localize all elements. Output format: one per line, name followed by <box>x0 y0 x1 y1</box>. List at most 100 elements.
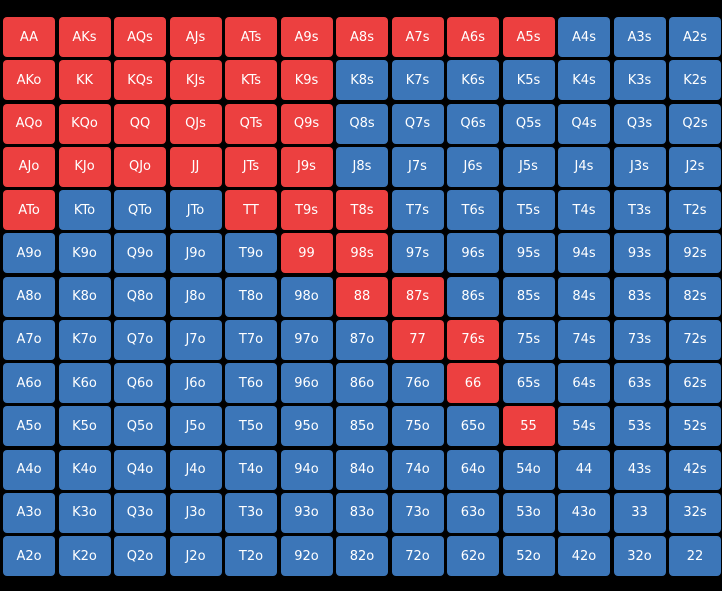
hand-cell[interactable]: 73s <box>613 319 666 360</box>
hand-cell[interactable]: JJ <box>169 146 222 187</box>
hand-cell[interactable]: 99 <box>280 233 333 274</box>
hand-cell[interactable]: Q8o <box>114 276 166 317</box>
hand-cell[interactable]: T6o <box>225 363 277 403</box>
hand-cell[interactable]: AQs <box>114 17 166 57</box>
hand-cell[interactable]: J9s <box>280 146 333 187</box>
hand-cell[interactable]: J3s <box>613 146 666 187</box>
hand-cell[interactable]: K2o <box>58 536 111 576</box>
hand-cell[interactable]: 63o <box>447 492 499 533</box>
hand-cell[interactable]: 65o <box>447 406 499 447</box>
hand-cell[interactable]: KTo <box>58 190 111 230</box>
hand-cell[interactable]: T2s <box>669 190 721 230</box>
hand-cell[interactable]: T3o <box>225 492 277 533</box>
hand-cell[interactable]: 72o <box>391 536 444 576</box>
hand-cell[interactable]: 94s <box>558 233 610 274</box>
hand-cell[interactable]: KJo <box>58 146 111 187</box>
hand-cell[interactable]: 95s <box>502 233 555 274</box>
hand-cell[interactable]: Q7s <box>391 103 444 144</box>
hand-cell[interactable]: Q6o <box>114 363 166 403</box>
hand-cell[interactable]: K7o <box>58 319 111 360</box>
hand-cell[interactable]: A6o <box>3 363 55 403</box>
hand-cell[interactable]: 85s <box>502 276 555 317</box>
hand-cell[interactable]: 96o <box>280 363 333 403</box>
hand-cell[interactable]: 94o <box>280 449 333 490</box>
hand-cell[interactable]: 75o <box>391 406 444 447</box>
hand-cell[interactable]: AJs <box>169 17 222 57</box>
hand-cell[interactable]: 53s <box>613 406 666 447</box>
hand-cell[interactable]: AKo <box>3 60 55 101</box>
hand-cell[interactable]: KJs <box>169 60 222 101</box>
hand-cell[interactable]: 95o <box>280 406 333 447</box>
hand-cell[interactable]: J5s <box>502 146 555 187</box>
hand-cell[interactable]: J2o <box>169 536 222 576</box>
hand-cell[interactable]: T5s <box>502 190 555 230</box>
hand-cell[interactable]: J8o <box>169 276 222 317</box>
hand-cell[interactable]: 98s <box>336 233 388 274</box>
hand-cell[interactable]: Q5s <box>502 103 555 144</box>
hand-cell[interactable]: JTs <box>225 146 277 187</box>
hand-cell[interactable]: QTs <box>225 103 277 144</box>
hand-cell[interactable]: K6o <box>58 363 111 403</box>
hand-cell[interactable]: Q2s <box>669 103 721 144</box>
hand-cell[interactable]: ATo <box>3 190 55 230</box>
hand-cell[interactable]: 72s <box>669 319 721 360</box>
hand-cell[interactable]: 62o <box>447 536 499 576</box>
hand-cell[interactable]: 73o <box>391 492 444 533</box>
hand-cell[interactable]: 87s <box>391 276 444 317</box>
hand-cell[interactable]: T8o <box>225 276 277 317</box>
hand-cell[interactable]: 54o <box>502 449 555 490</box>
hand-cell[interactable]: T5o <box>225 406 277 447</box>
hand-cell[interactable]: QQ <box>114 103 166 144</box>
hand-cell[interactable]: 86s <box>447 276 499 317</box>
hand-cell[interactable]: KQo <box>58 103 111 144</box>
hand-cell[interactable]: A4o <box>3 449 55 490</box>
hand-cell[interactable]: T2o <box>225 536 277 576</box>
hand-cell[interactable]: 43o <box>558 492 610 533</box>
hand-cell[interactable]: JTo <box>169 190 222 230</box>
hand-cell[interactable]: 22 <box>669 536 721 576</box>
hand-cell[interactable]: J9o <box>169 233 222 274</box>
hand-cell[interactable]: 66 <box>447 363 499 403</box>
hand-cell[interactable]: A8o <box>3 276 55 317</box>
hand-cell[interactable]: J3o <box>169 492 222 533</box>
hand-cell[interactable]: 63s <box>613 363 666 403</box>
hand-cell[interactable]: 74s <box>558 319 610 360</box>
hand-cell[interactable]: 85o <box>336 406 388 447</box>
hand-cell[interactable]: K6s <box>447 60 499 101</box>
hand-cell[interactable]: T7o <box>225 319 277 360</box>
hand-cell[interactable]: T8s <box>336 190 388 230</box>
hand-cell[interactable]: AKs <box>58 17 111 57</box>
hand-cell[interactable]: K2s <box>669 60 721 101</box>
hand-cell[interactable]: A2s <box>669 17 721 57</box>
hand-cell[interactable]: 33 <box>613 492 666 533</box>
hand-cell[interactable]: J8s <box>336 146 388 187</box>
hand-cell[interactable]: Q7o <box>114 319 166 360</box>
hand-cell[interactable]: 64o <box>447 449 499 490</box>
hand-cell[interactable]: T9o <box>225 233 277 274</box>
hand-cell[interactable]: 96s <box>447 233 499 274</box>
hand-cell[interactable]: A7s <box>391 17 444 57</box>
hand-cell[interactable]: A7o <box>3 319 55 360</box>
hand-cell[interactable]: A8s <box>336 17 388 57</box>
hand-cell[interactable]: K8o <box>58 276 111 317</box>
hand-cell[interactable]: T4s <box>558 190 610 230</box>
hand-cell[interactable]: A3o <box>3 492 55 533</box>
hand-cell[interactable]: T4o <box>225 449 277 490</box>
hand-cell[interactable]: K5o <box>58 406 111 447</box>
hand-cell[interactable]: 62s <box>669 363 721 403</box>
hand-cell[interactable]: 88 <box>336 276 388 317</box>
hand-cell[interactable]: 93o <box>280 492 333 533</box>
hand-cell[interactable]: 93s <box>613 233 666 274</box>
hand-cell[interactable]: K9o <box>58 233 111 274</box>
hand-cell[interactable]: 76o <box>391 363 444 403</box>
hand-cell[interactable]: 52s <box>669 406 721 447</box>
hand-cell[interactable]: A9s <box>280 17 333 57</box>
hand-cell[interactable]: K4s <box>558 60 610 101</box>
hand-cell[interactable]: 92s <box>669 233 721 274</box>
hand-cell[interactable]: J6o <box>169 363 222 403</box>
hand-cell[interactable]: J4o <box>169 449 222 490</box>
hand-cell[interactable]: 77 <box>391 319 444 360</box>
hand-cell[interactable]: A3s <box>613 17 666 57</box>
hand-cell[interactable]: K3o <box>58 492 111 533</box>
hand-cell[interactable]: J7s <box>391 146 444 187</box>
